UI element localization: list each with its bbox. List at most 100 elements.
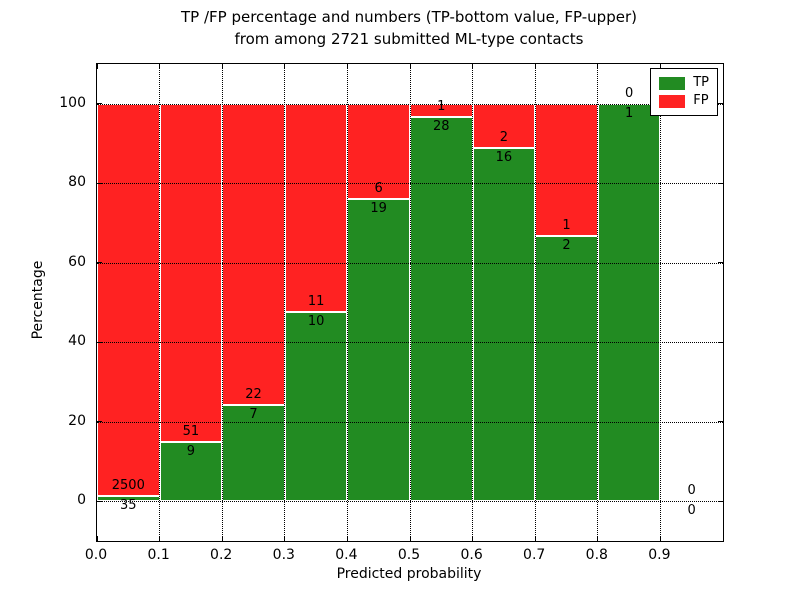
tp-count-label: 19	[370, 201, 387, 217]
x-tick-label: 0.5	[397, 547, 421, 563]
x-tick-label: 0.2	[210, 547, 233, 563]
x-tick-mark	[221, 64, 223, 69]
x-tick-mark	[346, 64, 348, 69]
x-gridline	[409, 64, 411, 541]
fp-count-label: 1	[562, 218, 571, 234]
fp-count-label: 2	[499, 129, 509, 145]
bar-segment-tp	[347, 199, 410, 502]
x-tick-label: 0.1	[147, 547, 170, 563]
bar-segment-fp	[159, 103, 223, 442]
fp-count-label: 51	[182, 423, 200, 439]
tp-count-label: 1	[624, 105, 634, 121]
legend-label-fp: FP	[693, 93, 709, 108]
tp-count-label: 16	[495, 149, 513, 165]
y-tick-mark	[97, 500, 102, 502]
fp-count-label: 6	[374, 181, 383, 197]
y-tick-label: 40	[68, 333, 86, 350]
bar-segment-tp	[597, 103, 661, 502]
y-tick-mark	[97, 262, 102, 264]
x-tick-mark	[96, 536, 98, 541]
bar-segment-tp	[535, 236, 598, 502]
x-tick-mark	[409, 536, 411, 541]
y-tick-label: 0	[77, 492, 86, 509]
tp-count-label: 28	[433, 119, 450, 135]
y-tick-mark	[718, 182, 723, 184]
x-tick-mark	[659, 536, 661, 541]
fp-count-label: 0	[624, 85, 634, 101]
y-tick-label: 20	[68, 412, 86, 429]
x-tick-mark	[472, 64, 474, 69]
x-tick-mark	[534, 536, 536, 541]
x-tick-label: 0.3	[272, 547, 295, 563]
y-tick-mark	[718, 421, 723, 423]
bar-segment-fp	[284, 103, 348, 312]
x-tick-mark	[659, 64, 661, 69]
x-gridline	[659, 64, 661, 541]
x-tick-label: 0.0	[84, 547, 108, 563]
x-gridline	[597, 64, 599, 541]
x-gridline	[284, 64, 286, 541]
x-tick-mark	[409, 64, 411, 69]
y-tick-mark	[718, 262, 723, 264]
bar-segment-fp	[97, 103, 160, 496]
x-tick-mark	[597, 536, 599, 541]
bar-segment-tp	[472, 147, 536, 502]
fp-count-label: 1	[437, 99, 446, 115]
y-tick-label: 60	[68, 253, 86, 270]
x-tick-mark	[284, 64, 286, 69]
tp-color-swatch-icon	[659, 76, 686, 90]
chart-title-line1: TP /FP percentage and numbers (TP-bottom…	[181, 8, 637, 26]
x-tick-mark	[96, 64, 98, 69]
fp-count-label: 22	[245, 387, 262, 403]
tp-count-label: 7	[249, 407, 258, 423]
x-gridline	[346, 64, 348, 541]
tp-count-label: 10	[307, 313, 325, 329]
bar-segment-fp	[222, 103, 285, 406]
y-tick-label: 100	[59, 94, 86, 111]
y-axis-label: Percentage	[30, 260, 46, 340]
tp-count-label: 2	[562, 238, 571, 254]
tp-count-label: 35	[120, 497, 137, 513]
legend-entry-fp: FP	[659, 93, 709, 109]
x-tick-mark	[472, 536, 474, 541]
y-tick-label: 80	[68, 174, 86, 191]
chart-title: TP /FP percentage and numbers (TP-bottom…	[96, 6, 722, 50]
x-tick-label: 0.9	[648, 547, 671, 563]
legend-entry-tp: TP	[659, 75, 709, 91]
x-tick-label: 0.6	[460, 547, 483, 563]
plot-area: TP FP 2500 35 51 9 22 7 11 10 6 19 1 28 2 16 1 2 0 1 0 0	[96, 63, 724, 542]
x-tick-mark	[221, 536, 223, 541]
y-tick-mark	[97, 103, 102, 105]
x-tick-mark	[284, 536, 286, 541]
x-tick-label: 0.7	[523, 547, 546, 563]
x-tick-mark	[346, 536, 348, 541]
x-tick-label: 0.8	[585, 547, 608, 563]
x-gridline	[159, 64, 161, 541]
x-tick-mark	[159, 64, 161, 69]
legend: TP FP	[650, 68, 718, 116]
tp-count-label: 9	[186, 443, 196, 459]
x-gridline	[534, 64, 536, 541]
chart-title-line2: from among 2721 submitted ML-type contac…	[234, 30, 584, 48]
fp-count-label: 0	[687, 483, 696, 499]
y-tick-mark	[718, 103, 723, 105]
x-axis-label: Predicted probability	[336, 566, 482, 582]
x-tick-label: 0.4	[335, 547, 358, 563]
y-tick-mark	[97, 341, 102, 343]
bar-segment-tp	[284, 311, 348, 502]
y-tick-mark	[97, 182, 102, 184]
x-gridline	[472, 64, 474, 541]
tp-count-label: 0	[687, 503, 696, 519]
x-tick-mark	[159, 536, 161, 541]
y-tick-mark	[718, 341, 723, 343]
fp-count-label: 2500	[111, 477, 145, 493]
bar-segment-tp	[410, 117, 473, 502]
x-tick-mark	[534, 64, 536, 69]
y-tick-mark	[97, 421, 102, 423]
bar-segment-fp	[535, 103, 598, 237]
x-tick-mark	[597, 64, 599, 69]
legend-label-tp: TP	[693, 75, 709, 90]
y-tick-mark	[718, 500, 723, 502]
fp-count-label: 11	[307, 293, 325, 309]
